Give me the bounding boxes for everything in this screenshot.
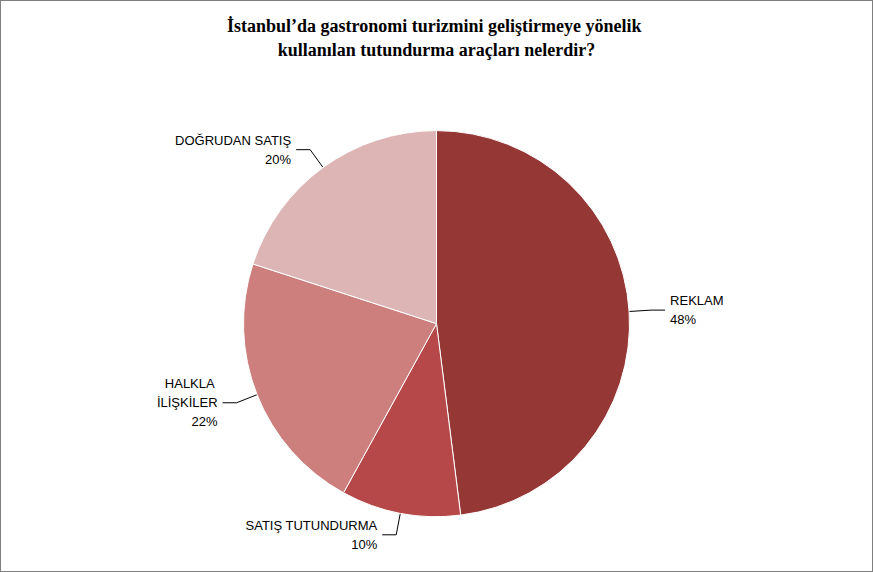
svg-text:kullanılan tutundurma araçları: kullanılan tutundurma araçları nelerdir? <box>278 40 596 60</box>
svg-text:SATIŞ TUTUNDURMA: SATIŞ TUTUNDURMA <box>246 518 378 533</box>
svg-text:İLİŞKİLER: İLİŞKİLER <box>157 395 218 410</box>
svg-text:İstanbul’da gastronomi turizmi: İstanbul’da gastronomi turizmini gelişti… <box>227 16 646 36</box>
svg-text:20%: 20% <box>265 152 291 167</box>
svg-text:22%: 22% <box>192 414 218 429</box>
svg-text:10%: 10% <box>351 537 377 552</box>
svg-text:REKLAM: REKLAM <box>670 293 723 308</box>
svg-text:HALKLA: HALKLA <box>165 376 218 391</box>
svg-text:48%: 48% <box>670 312 696 327</box>
svg-text:DOĞRUDAN SATIŞ: DOĞRUDAN SATIŞ <box>175 133 291 148</box>
